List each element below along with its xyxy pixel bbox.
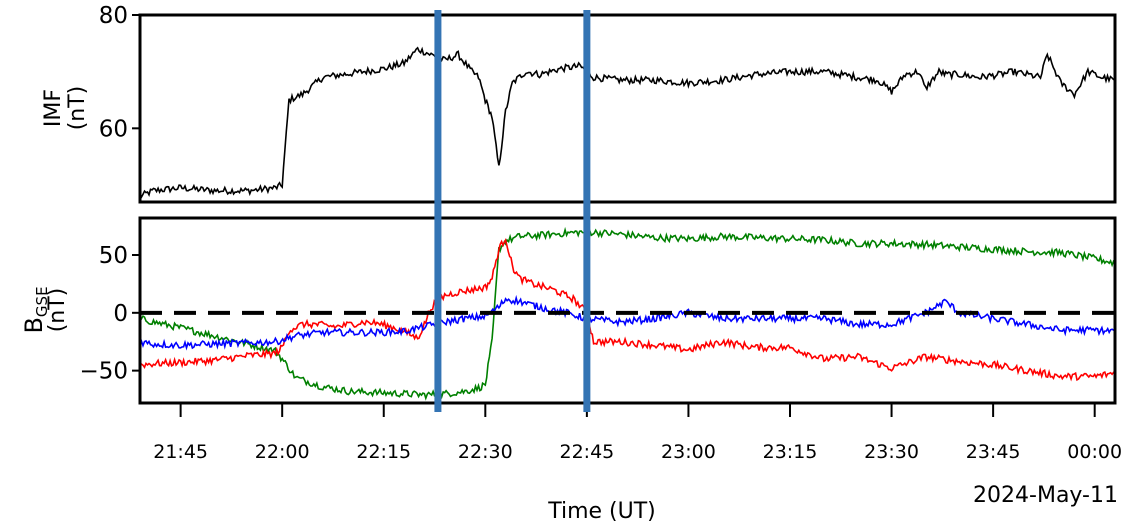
bgse-ytick-label: 50 [99,243,128,269]
bgse-panel-frame [138,216,1117,405]
bgse-ytick-label: −50 [79,359,128,385]
imf-panel: 60 80 IMF (nT) [41,3,1117,204]
bgse-green-line [139,226,1116,401]
xtick-label: 23:00 [661,441,716,463]
bgse-series-group [139,226,1116,401]
bgse-ylabel-b: B [20,317,48,333]
imf-ytick-label: 80 [99,3,128,29]
bgse-y-axis: 50 0 −50 [79,243,140,385]
bgse-panel: 50 0 −50 BGSE (nT) [20,216,1117,405]
bgse-ytick-label: 0 [113,301,128,327]
xtick-label: 21:45 [153,441,208,463]
bgse-ylabel-line1: BGSE [20,286,51,333]
bgse-ylabel-sub: GSE [33,286,51,317]
imf-series-group [139,46,1116,199]
x-axis-label: Time (UT) [547,499,656,524]
xtick-label: 22:30 [458,441,513,463]
bgse-ylabel-line2: (nT) [45,288,70,333]
xtick-label: 22:45 [559,441,614,463]
bgse-blue-line [139,294,1116,351]
imf-ytick-label: 60 [99,116,128,142]
xtick-label: 23:45 [966,441,1021,463]
date-label: 2024-May-11 [973,483,1118,508]
xtick-label: 00:00 [1067,441,1122,463]
xtick-label: 22:00 [255,441,310,463]
imf-y-axis: 60 80 [99,3,140,142]
imf-ylabel-line1: IMF [41,89,66,127]
xtick-label: 22:15 [356,441,411,463]
imf-panel-frame [138,13,1117,204]
imf-series-line [139,46,1116,199]
time-x-axis: 21:45 22:00 22:15 22:30 22:45 23:00 23:15 23:30… [153,403,1122,463]
bgse-red-line [139,238,1116,382]
xtick-label: 23:15 [763,441,818,463]
imf-ylabel-line2: (nT) [65,86,90,131]
event-markers [434,10,591,412]
xtick-label: 23:30 [864,441,919,463]
